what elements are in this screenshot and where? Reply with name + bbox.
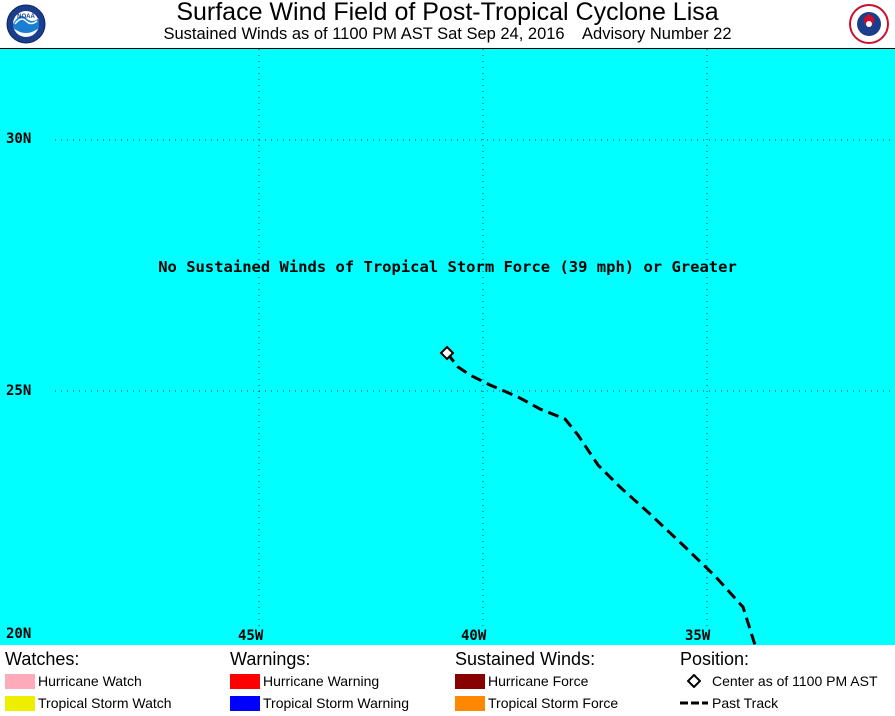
map-subtitle: Sustained Winds as of 1100 PM AST Sat Se… [163, 25, 732, 43]
map-legend: Watches: Hurricane Watch Tropical Storm … [0, 645, 895, 716]
map-area: 30N 25N 20N 45W 40W 35W No Sustained Win… [0, 48, 895, 646]
nws-logo [849, 4, 889, 44]
legend-label: Hurricane Watch [38, 673, 142, 689]
lat-label-20n: 20N [6, 626, 32, 642]
legend-item-tropical-storm-force: Tropical Storm Force [455, 692, 680, 714]
center-diamond-icon [439, 345, 455, 361]
legend-warnings-heading: Warnings: [230, 649, 311, 669]
tropical-storm-force-swatch [455, 695, 485, 711]
legend-item-tropical-storm-warning: Tropical Storm Warning [230, 692, 455, 714]
legend-label: Hurricane Warning [263, 673, 380, 689]
legend-item-past-track: Past Track [680, 692, 895, 714]
hurricane-warning-swatch [230, 673, 260, 689]
legend-winds-heading: Sustained Winds: [455, 649, 596, 669]
lat-label-25n: 25N [6, 383, 32, 399]
dashed-line-icon [680, 696, 708, 711]
tropical-storm-watch-swatch [5, 695, 35, 711]
legend-label: Tropical Storm Warning [263, 695, 410, 711]
legend-label: Tropical Storm Watch [38, 695, 172, 711]
map-header: NOAA Surface Wind Field of Post-Tropical… [0, 0, 895, 48]
past-track [445, 352, 757, 645]
lon-label-40w: 40W [461, 628, 487, 644]
legend-item-hurricane-force: Hurricane Force [455, 670, 680, 692]
legend-warnings: Warnings: Hurricane Warning Tropical Sto… [230, 648, 455, 714]
legend-label: Past Track [712, 695, 779, 711]
legend-item-hurricane-watch: Hurricane Watch [5, 670, 230, 692]
hurricane-force-swatch [455, 673, 485, 689]
legend-winds: Sustained Winds: Hurricane Force Tropica… [455, 648, 680, 714]
legend-position-heading: Position: [680, 649, 750, 669]
legend-item-tropical-storm-watch: Tropical Storm Watch [5, 692, 230, 714]
hurricane-watch-swatch [5, 673, 35, 689]
no-winds-message: No Sustained Winds of Tropical Storm For… [158, 258, 737, 276]
noaa-logo: NOAA [6, 4, 46, 44]
legend-label: Center as of 1100 PM AST [712, 673, 878, 689]
lon-label-35w: 35W [685, 628, 711, 644]
svg-text:NOAA: NOAA [17, 14, 35, 20]
legend-item-center: Center as of 1100 PM AST [680, 670, 895, 692]
diamond-icon [680, 674, 708, 689]
legend-watches-heading: Watches: [5, 649, 80, 669]
lon-label-45w: 45W [238, 628, 264, 644]
tropical-storm-warning-swatch [230, 695, 260, 711]
legend-item-hurricane-warning: Hurricane Warning [230, 670, 455, 692]
lat-label-30n: 30N [6, 131, 32, 147]
legend-position: Position: Center as of 1100 PM AST Past … [680, 648, 895, 714]
legend-watches: Watches: Hurricane Watch Tropical Storm … [5, 648, 230, 714]
legend-label: Hurricane Force [488, 673, 589, 689]
map-title: Surface Wind Field of Post-Tropical Cycl… [176, 0, 719, 26]
map-grid [55, 49, 895, 645]
legend-label: Tropical Storm Force [488, 695, 619, 711]
